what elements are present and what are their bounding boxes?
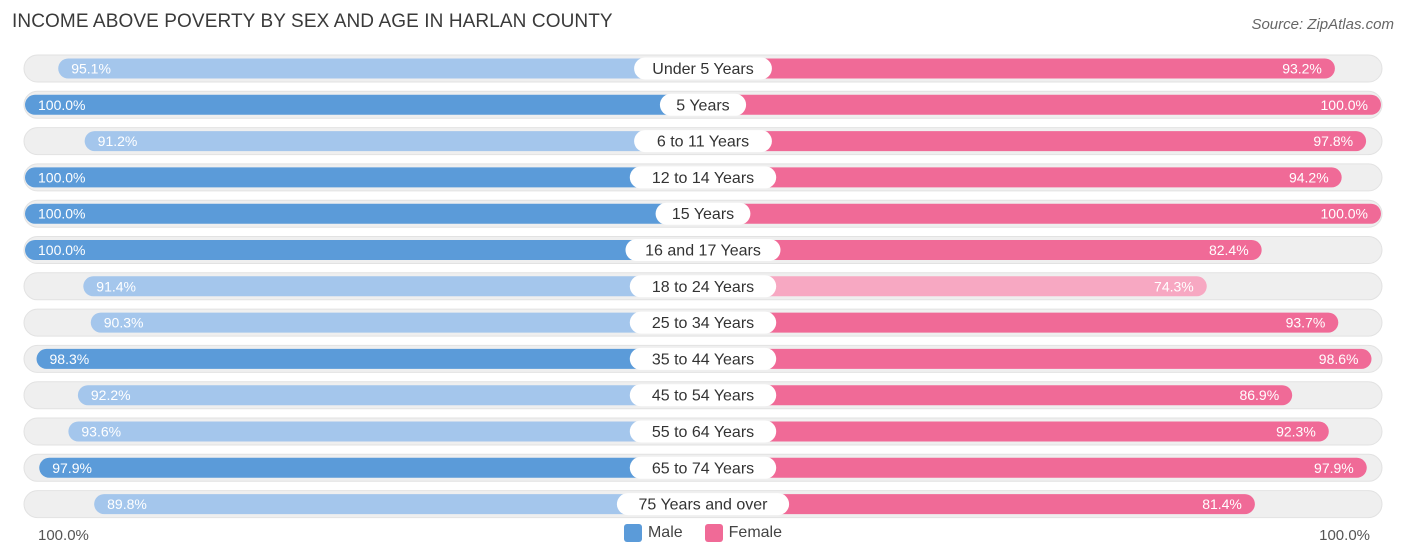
label-female-2: 97.8%	[1313, 133, 1353, 149]
label-female-1: 100.0%	[1321, 97, 1368, 113]
bar-female-2	[703, 131, 1367, 152]
category-pill-8	[629, 347, 777, 370]
category-pill-1	[659, 93, 747, 116]
legend-label-male: Male	[647, 524, 683, 541]
label-male-8: 98.3%	[50, 351, 90, 367]
legend-label-female: Female	[728, 524, 783, 541]
label-male-0: 95.1%	[71, 61, 111, 77]
category-pill-2	[634, 130, 772, 153]
axis-right-label: 100.0%	[1319, 527, 1370, 544]
category-label-11: 65 to 74 Years	[652, 460, 754, 477]
bar-female-3	[703, 167, 1342, 188]
label-female-9: 86.9%	[1239, 387, 1279, 403]
category-pill-0	[634, 57, 772, 80]
label-male-2: 91.2%	[98, 133, 138, 149]
label-female-0: 93.2%	[1282, 61, 1322, 77]
label-male-12: 89.8%	[107, 496, 147, 512]
category-label-10: 55 to 64 Years	[652, 424, 754, 441]
label-female-11: 97.9%	[1314, 460, 1354, 476]
category-label-12: 75 Years and over	[639, 497, 769, 514]
category-pill-11	[629, 456, 777, 479]
label-male-3: 100.0%	[38, 169, 85, 185]
bar-male-9	[77, 385, 703, 406]
legend-item-female[interactable]: Female	[704, 524, 783, 542]
bar-female-5	[703, 240, 1262, 260]
legend: Male Female	[0, 524, 1406, 542]
label-male-1: 100.0%	[38, 97, 85, 113]
category-label-7: 25 to 34 Years	[652, 315, 754, 332]
label-male-9: 92.2%	[91, 387, 131, 403]
legend-swatch-female	[704, 524, 723, 542]
bar-female-6	[703, 276, 1207, 297]
category-label-0: Under 5 Years	[652, 61, 753, 78]
bar-male-6	[83, 276, 704, 297]
bar-male-7	[90, 312, 704, 333]
category-pill-4	[655, 202, 751, 225]
bar-male-11	[39, 457, 704, 478]
category-label-6: 18 to 24 Years	[652, 279, 754, 296]
category-pill-9	[629, 384, 777, 407]
bar-male-1	[25, 94, 703, 115]
bar-male-2	[84, 131, 703, 152]
axis-left-label: 100.0%	[38, 527, 89, 544]
category-label-4: 15 Years	[672, 206, 734, 223]
bar-female-4	[703, 203, 1381, 224]
bar-female-10	[703, 421, 1329, 442]
bar-male-0	[58, 58, 704, 79]
category-pill-7	[629, 311, 777, 334]
label-male-5: 100.0%	[38, 242, 85, 258]
label-male-11: 97.9%	[52, 460, 92, 476]
label-female-3: 94.2%	[1289, 169, 1329, 185]
bar-female-1	[703, 94, 1381, 115]
bar-female-8	[703, 348, 1372, 369]
bar-female-11	[703, 457, 1367, 478]
label-female-5: 82.4%	[1209, 242, 1249, 258]
label-female-8: 98.6%	[1319, 351, 1359, 367]
bar-male-5	[25, 240, 703, 260]
category-label-8: 35 to 44 Years	[652, 351, 754, 368]
bar-male-8	[36, 348, 703, 369]
label-female-6: 74.3%	[1154, 278, 1194, 294]
category-pill-12	[616, 493, 790, 516]
category-pill-5	[625, 239, 781, 261]
chart-source: Source: ZipAtlas.com	[1251, 16, 1394, 33]
legend-swatch-male	[623, 524, 642, 542]
label-female-12: 81.4%	[1202, 496, 1242, 512]
legend-item-male[interactable]: Male	[623, 524, 683, 542]
bar-female-7	[703, 312, 1339, 333]
bar-male-4	[25, 203, 703, 224]
label-female-10: 92.3%	[1276, 424, 1316, 440]
category-label-9: 45 to 54 Years	[652, 388, 754, 405]
bar-female-12	[703, 494, 1255, 515]
label-female-4: 100.0%	[1321, 206, 1368, 222]
bar-male-3	[25, 167, 703, 188]
diverging-bar-chart: 95.1% 93.2% Under 5 Years 100.0% 100.0% 5 Yea…	[23, 54, 1383, 519]
category-pill-3	[629, 166, 777, 189]
category-label-3: 12 to 14 Years	[652, 170, 754, 187]
category-label-2: 6 to 11 Years	[657, 134, 749, 151]
chart-title: INCOME ABOVE POVERTY BY SEX AND AGE IN H…	[12, 11, 613, 32]
category-label-1: 5 Years	[676, 97, 729, 114]
bar-female-9	[703, 385, 1293, 406]
label-male-6: 91.4%	[96, 278, 136, 294]
category-label-5: 16 and 17 Years	[645, 243, 761, 260]
label-male-7: 90.3%	[104, 315, 144, 331]
label-male-10: 93.6%	[81, 424, 121, 440]
category-pill-6	[629, 275, 777, 298]
label-female-7: 93.7%	[1286, 315, 1326, 331]
bar-female-0	[703, 58, 1335, 79]
category-pill-10	[629, 420, 777, 443]
bar-male-12	[94, 494, 703, 515]
label-male-4: 100.0%	[38, 206, 85, 222]
bar-male-10	[68, 421, 704, 442]
